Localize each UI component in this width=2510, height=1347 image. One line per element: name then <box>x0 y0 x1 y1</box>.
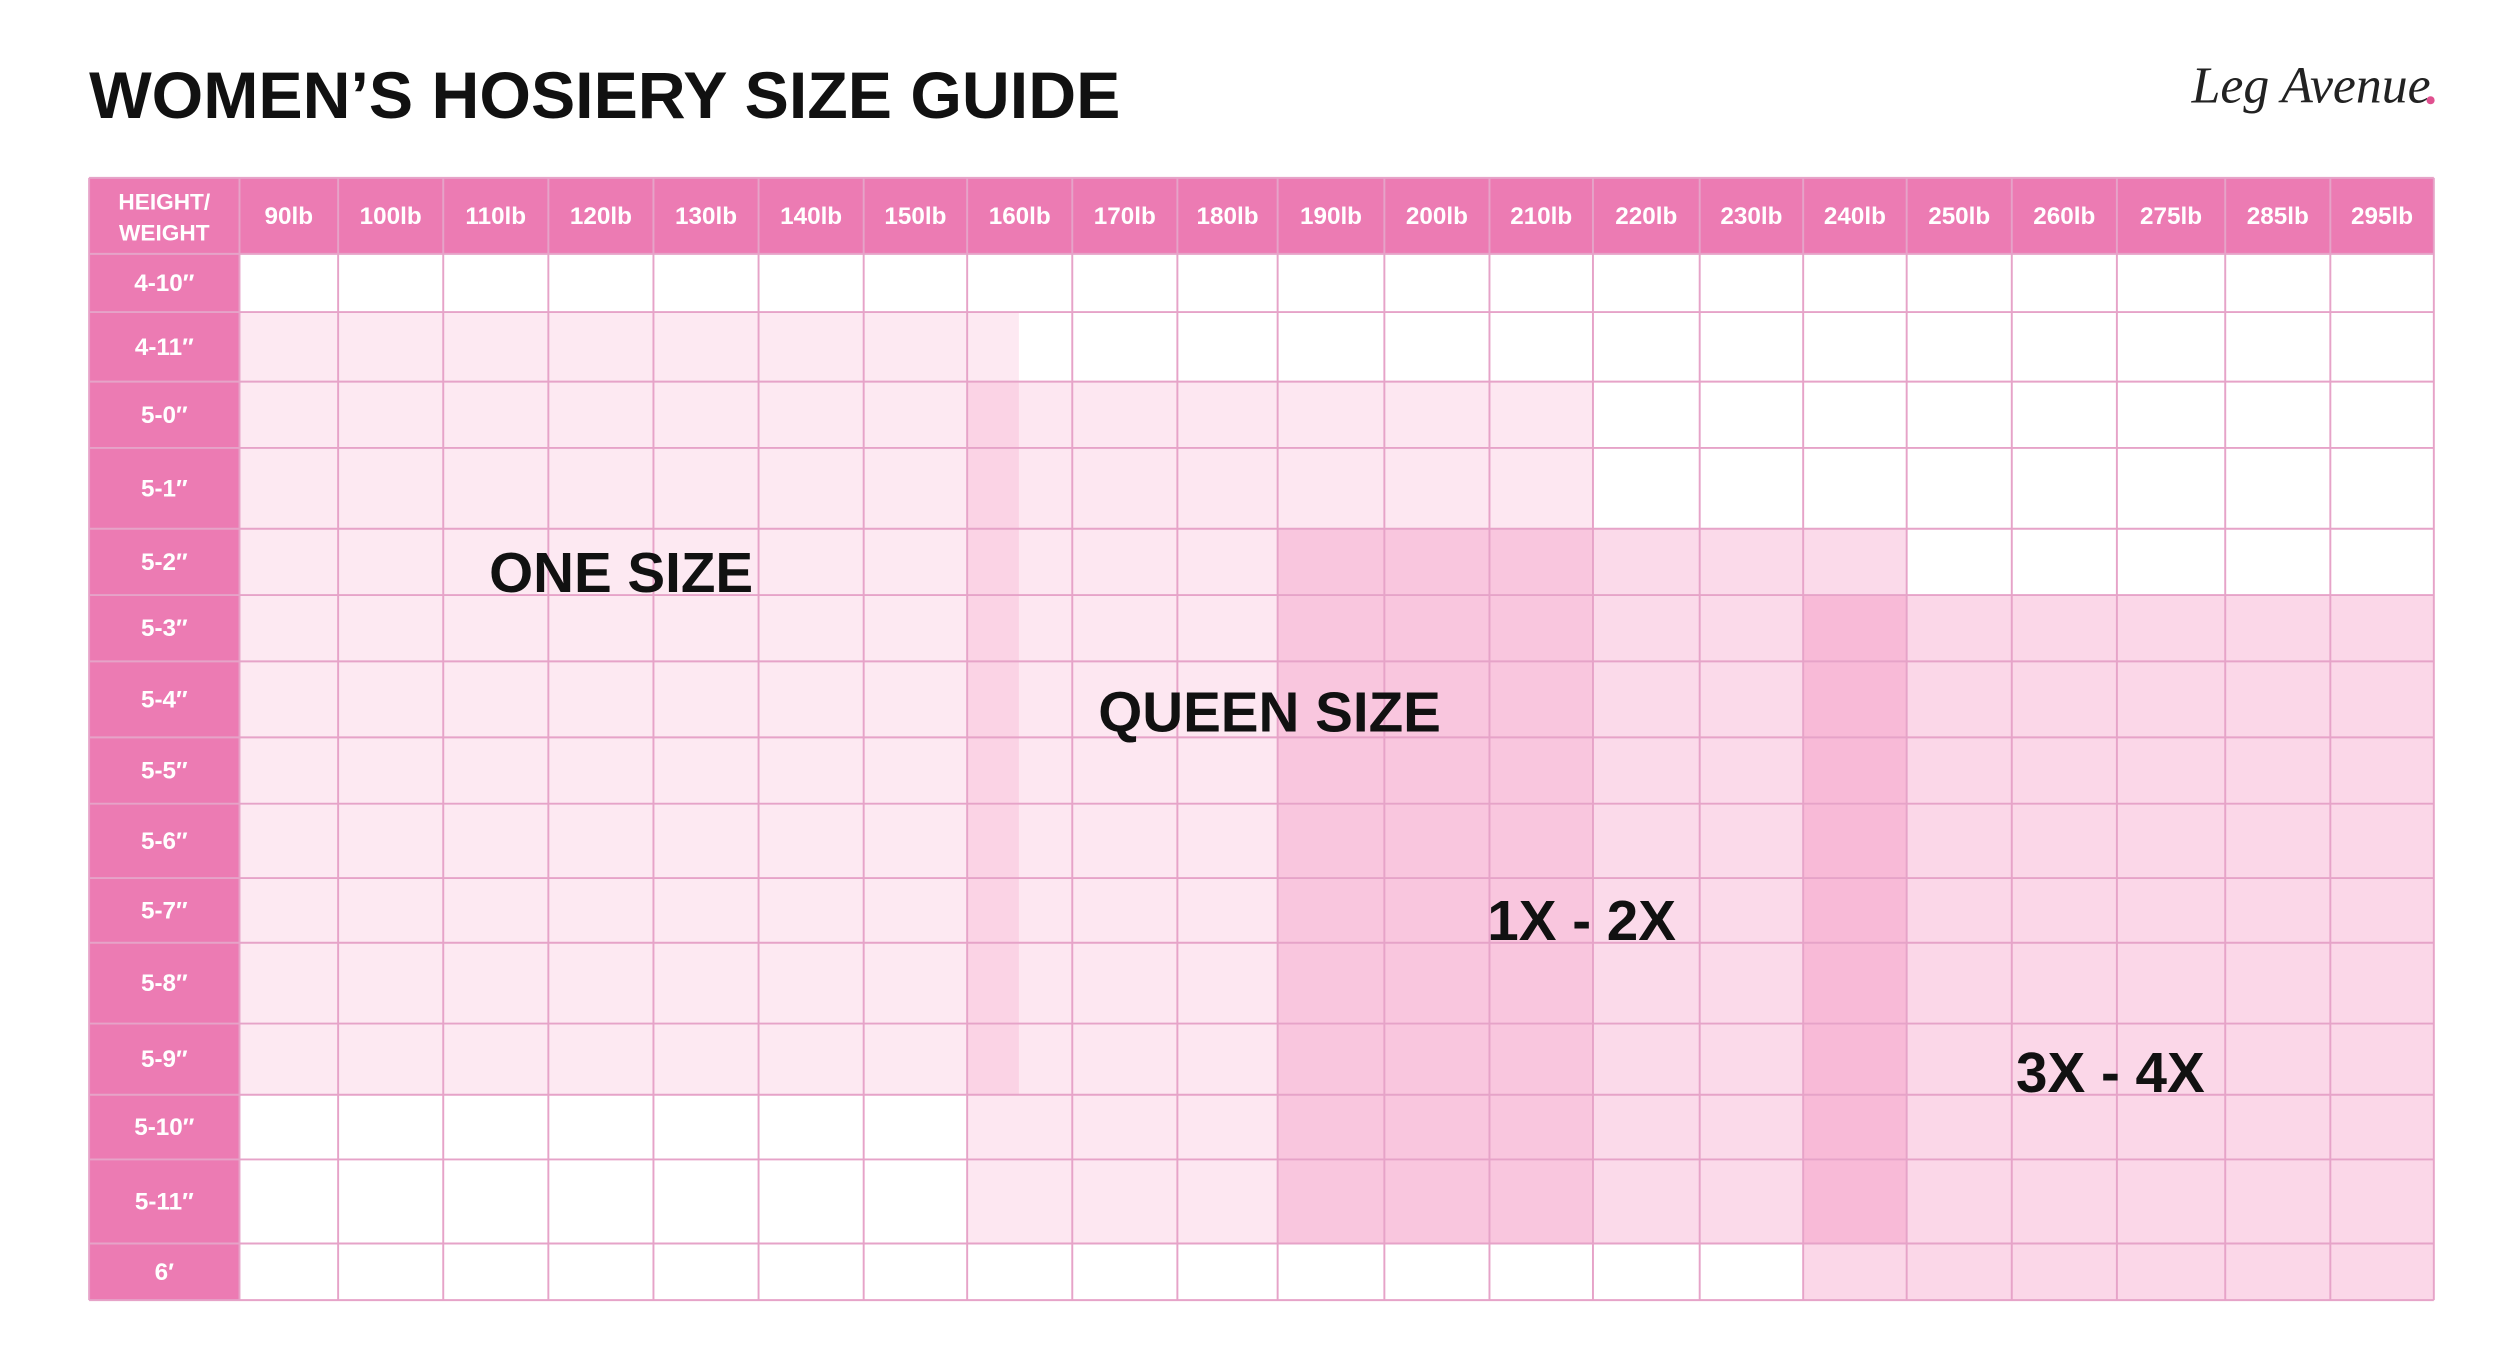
title: WOMEN’S HOSIERY SIZE GUIDE <box>89 59 1120 133</box>
weight-header: 230lb <box>1720 203 1782 230</box>
weight-header: 220lb <box>1615 203 1677 230</box>
weight-header: 190lb <box>1300 203 1362 230</box>
height-label: 5-5″ <box>141 758 188 785</box>
weight-header: 150lb <box>884 203 946 230</box>
weight-header: 120lb <box>570 203 632 230</box>
height-label: 5-11″ <box>135 1188 194 1215</box>
height-label: 4-10″ <box>134 270 195 297</box>
corner-label: HEIGHT/ <box>118 190 210 215</box>
brand-dot <box>2426 96 2435 105</box>
height-label: 5-9″ <box>141 1046 188 1073</box>
weight-header: 210lb <box>1510 203 1572 230</box>
height-label: 5-2″ <box>141 549 188 576</box>
height-label: 5-4″ <box>141 686 188 713</box>
height-column <box>89 253 240 1301</box>
height-label: 6′ <box>155 1259 174 1286</box>
weight-header: 240lb <box>1824 203 1886 230</box>
height-label: 5-0″ <box>141 402 188 429</box>
weight-header: 260lb <box>2033 203 2095 230</box>
height-label: 5-7″ <box>141 897 188 924</box>
size-label: 1X - 2X <box>1487 889 1676 952</box>
weight-header: 170lb <box>1094 203 1156 230</box>
size-region <box>239 312 1019 1095</box>
weight-header: 100lb <box>360 203 422 230</box>
header-band <box>89 177 2434 254</box>
size-region <box>1803 595 2434 1301</box>
weight-header: 295lb <box>2351 203 2413 230</box>
weight-header: 250lb <box>1928 203 1990 230</box>
brand: Leg Avenue <box>2191 57 2431 114</box>
weight-header: 180lb <box>1197 203 1259 230</box>
weight-header: 285lb <box>2247 203 2309 230</box>
weight-header: 275lb <box>2140 203 2202 230</box>
weight-header: 110lb <box>465 203 526 230</box>
height-label: 5-1″ <box>141 475 188 502</box>
size-label: QUEEN SIZE <box>1098 680 1441 743</box>
height-label: 5-3″ <box>141 615 188 642</box>
weight-header: 160lb <box>989 203 1051 230</box>
height-label: 5-10″ <box>134 1114 195 1141</box>
weight-header: 130lb <box>675 203 737 230</box>
height-label: 5-8″ <box>141 970 188 997</box>
size-label: ONE SIZE <box>489 541 753 604</box>
weight-header: 90lb <box>265 203 314 230</box>
height-label: 4-11″ <box>135 334 194 361</box>
corner-label: WEIGHT <box>119 220 210 245</box>
size-label: 3X - 4X <box>2016 1041 2205 1104</box>
weight-header: 140lb <box>780 203 842 230</box>
height-label: 5-6″ <box>141 828 188 855</box>
weight-header: 200lb <box>1406 203 1468 230</box>
